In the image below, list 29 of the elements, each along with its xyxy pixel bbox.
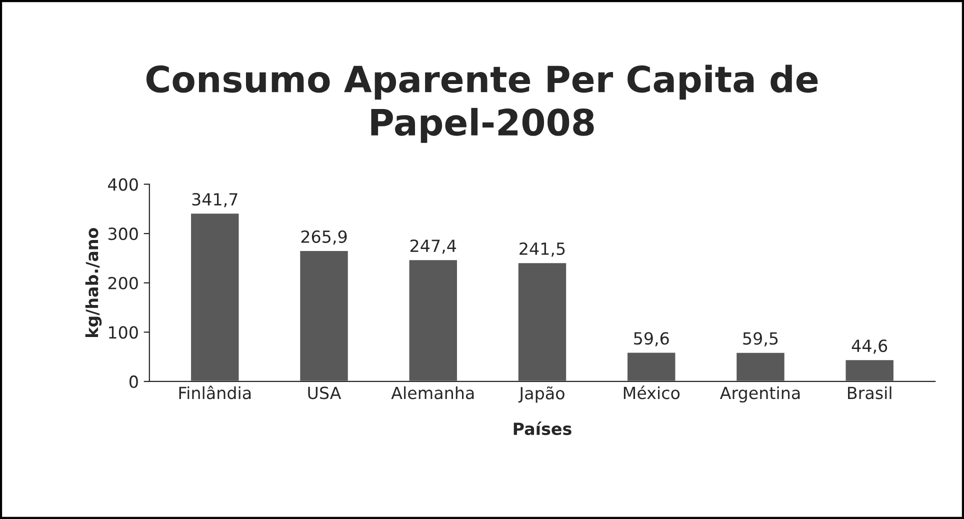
chart-title: Consumo Aparente Per Capita de Papel-2008: [146, 64, 818, 143]
data-label: 59,5: [743, 332, 778, 346]
y-axis-title: kg/hab./ano: [85, 228, 102, 338]
bar: [298, 250, 350, 382]
x-tick-label: México: [624, 386, 680, 400]
data-label: 247,4: [410, 239, 456, 254]
x-tick-label: Finlândia: [179, 386, 251, 400]
data-label: 241,5: [520, 242, 565, 257]
y-tick-label: 100: [109, 326, 138, 339]
bar: [735, 351, 786, 382]
bar: [190, 212, 240, 382]
x-tick-label: USA: [308, 386, 342, 400]
bar: [844, 358, 895, 382]
bar: [626, 351, 677, 382]
data-label: 59,6: [634, 332, 669, 346]
bar: [517, 262, 568, 382]
data-label: 341,7: [192, 192, 238, 208]
y-tick-label: 400: [108, 178, 138, 191]
bar: [408, 258, 458, 382]
x-tick-label: Argentina: [720, 386, 800, 402]
data-label: 265,9: [301, 230, 347, 245]
x-tick-label: Brasil: [848, 386, 892, 400]
y-tick-label: 300: [108, 228, 138, 240]
x-tick-label: Alemanha: [391, 386, 474, 400]
x-tick-label: Japão: [518, 386, 564, 403]
data-label: 44,6: [852, 339, 888, 354]
y-tick-label: 200: [108, 276, 138, 290]
x-axis-title: Países: [514, 422, 572, 436]
y-tick-label: 0: [130, 375, 138, 388]
